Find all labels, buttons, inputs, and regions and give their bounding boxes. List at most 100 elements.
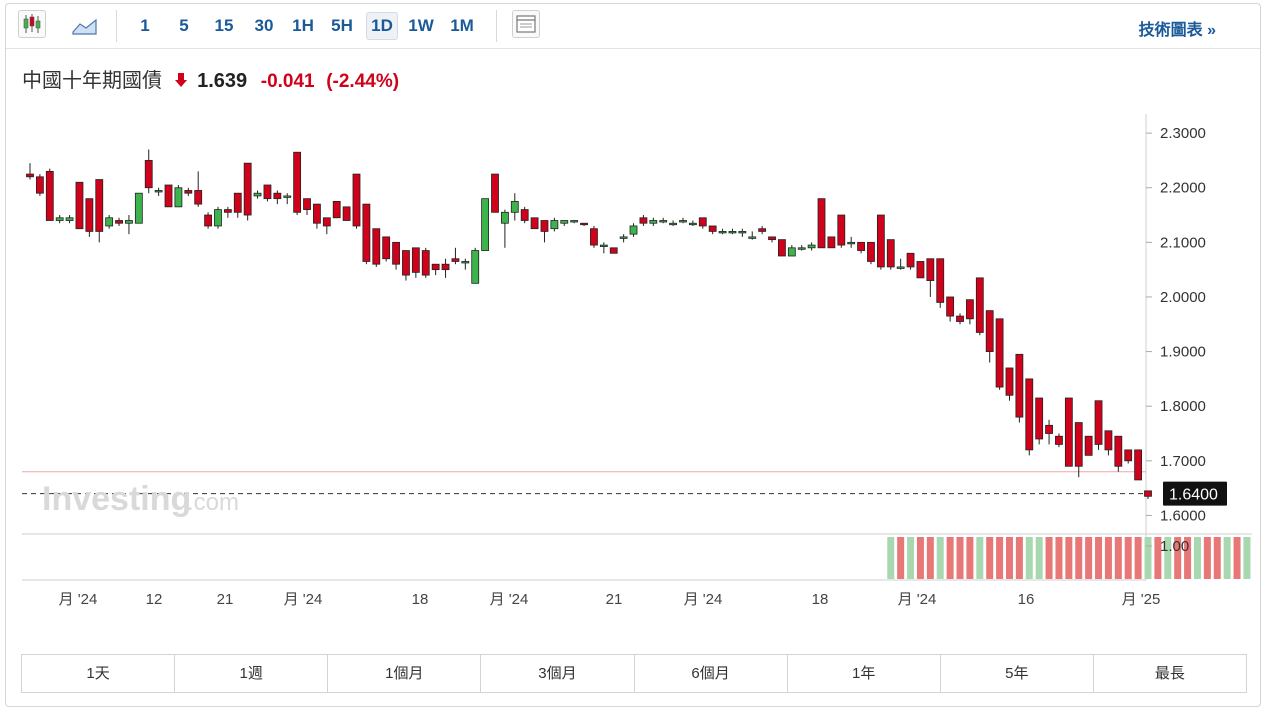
candle-body	[679, 220, 687, 223]
candle-body	[975, 277, 984, 333]
volume-bar	[1114, 537, 1122, 579]
candle-body	[402, 250, 410, 276]
range-tab-1d[interactable]: 1天	[22, 655, 176, 692]
volume-bar	[1075, 537, 1083, 579]
x-tick-label: 21	[217, 591, 234, 608]
range-tab-1mo[interactable]: 1個月	[328, 655, 482, 692]
interval-15m[interactable]: 15	[214, 16, 234, 35]
volume-bar	[1203, 537, 1211, 579]
candle-body	[441, 263, 450, 271]
area-chart-icon[interactable]	[70, 14, 100, 38]
candle-body	[758, 228, 767, 232]
candle-body	[639, 217, 648, 224]
candle-body	[75, 181, 84, 230]
layout-icon[interactable]	[512, 10, 540, 38]
candle-body	[570, 220, 579, 223]
interval-30m[interactable]: 30	[254, 16, 274, 35]
candle-body	[55, 217, 64, 221]
volume-bar	[1095, 537, 1103, 579]
down-arrow-icon	[174, 73, 187, 87]
y-tick-label: 2.0000	[1160, 289, 1206, 306]
interval-1d[interactable]: 1D	[366, 12, 398, 40]
volume-bar	[1233, 537, 1241, 579]
price-change: -0.041	[260, 71, 315, 92]
x-tick-label: 月 '24	[490, 591, 529, 608]
candle-body	[966, 299, 974, 320]
candle-body	[421, 250, 430, 276]
candle-body	[629, 225, 638, 235]
interval-1h[interactable]: 1H	[292, 16, 314, 35]
range-tab-1w[interactable]: 1週	[175, 655, 329, 692]
candle-body	[134, 192, 143, 224]
candle-body	[95, 179, 104, 232]
candle-body	[520, 209, 529, 221]
y-tick-label: 1.6000	[1160, 507, 1206, 524]
candle-body	[362, 203, 371, 262]
candle-body	[906, 252, 915, 268]
chart-toolbar: 1 5 15 30 1H 5H 1D 1W 1M 技術圖表 »	[6, 4, 1260, 49]
interval-1m[interactable]: 1	[140, 16, 150, 35]
volume-bar	[1045, 537, 1053, 579]
candle-body	[787, 247, 796, 257]
y-tick-label: 1.7000	[1160, 453, 1206, 470]
volume-bar	[1243, 537, 1251, 579]
candlestick-icon[interactable]	[18, 10, 46, 38]
range-tab-3mo[interactable]: 3個月	[481, 655, 635, 692]
candle-body	[857, 241, 865, 251]
candle-body	[233, 192, 242, 213]
range-tab-max[interactable]: 最長	[1154, 665, 1185, 682]
candle-body	[886, 239, 895, 268]
volume-bar	[897, 537, 905, 579]
y-tick-label: 1.9000	[1160, 344, 1206, 361]
candle-body	[1005, 367, 1014, 396]
candle-body	[223, 209, 232, 213]
candle-body	[194, 190, 203, 205]
candle-body	[293, 151, 302, 213]
candle-body	[1084, 435, 1093, 456]
range-tab-6mo[interactable]: 6個月	[635, 655, 788, 692]
candle-body	[332, 200, 341, 219]
candle-body	[609, 247, 618, 254]
candle-body	[431, 263, 440, 271]
interval-5h[interactable]: 5H	[331, 16, 353, 35]
interval-1w[interactable]: 1W	[408, 16, 434, 35]
x-tick-label: 月 '25	[1122, 591, 1161, 608]
candle-body	[807, 244, 816, 249]
candle-body	[1074, 422, 1083, 467]
candle-body	[105, 217, 114, 227]
candle-body	[1015, 353, 1024, 418]
candle-body	[936, 258, 945, 303]
candle-body	[896, 266, 905, 269]
x-tick-label: 16	[1018, 591, 1035, 608]
interval-1mo[interactable]: 1M	[450, 16, 474, 35]
x-tick-label: 12	[146, 591, 163, 608]
candle-body	[451, 258, 460, 262]
candle-body	[619, 236, 628, 239]
volume-bar	[996, 537, 1004, 579]
range-tab-5y[interactable]: 5年	[941, 655, 1094, 692]
candle-body	[283, 195, 292, 198]
candle-body	[659, 220, 668, 223]
candle-body	[85, 198, 94, 232]
last-price: 1.639	[197, 70, 248, 92]
candle-body	[530, 217, 539, 230]
watermark-brand: Investing	[42, 480, 191, 518]
candle-body	[65, 217, 74, 221]
range-tab-1y[interactable]: 1年	[788, 655, 941, 692]
candle-body	[817, 198, 826, 249]
interval-5m[interactable]: 5	[179, 16, 189, 35]
technical-chart-link[interactable]: 技術圖表 »	[1138, 22, 1216, 39]
candle-body	[550, 220, 559, 230]
candle-body	[471, 250, 480, 284]
candle-body	[164, 184, 173, 208]
volume-bar	[1193, 537, 1201, 579]
price-chart[interactable]: Investing .com 2.3000 2.2000 2.1000 2.0000 1…	[22, 114, 1252, 624]
watermark-suffix: .com	[187, 489, 239, 516]
candle-body	[342, 206, 351, 221]
candle-body	[322, 217, 331, 227]
candle-body	[243, 162, 252, 216]
candle-body	[797, 247, 806, 250]
candle-body	[649, 220, 658, 224]
candle-body	[1114, 435, 1123, 467]
candle-body	[768, 236, 776, 241]
